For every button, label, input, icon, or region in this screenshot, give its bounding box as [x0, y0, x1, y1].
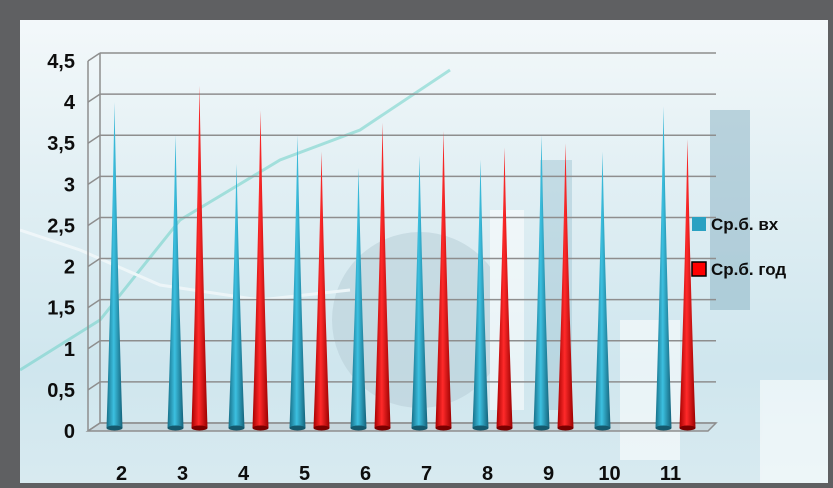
y-tick-label: 3,5 [47, 133, 75, 155]
cone-base [595, 426, 611, 431]
cone-bar-series1 [107, 102, 123, 428]
gridline-depth [88, 217, 100, 225]
x-tick-label: 11 [660, 463, 681, 483]
gridline-depth [88, 176, 100, 184]
cone-base [680, 426, 696, 431]
gridline-depth [88, 300, 100, 308]
cone-base [314, 426, 330, 431]
gridline-depth [88, 341, 100, 349]
cone-base [497, 426, 513, 431]
cone-base [558, 426, 574, 431]
x-tick-label: 4 [238, 463, 250, 483]
gridline-depth [88, 135, 100, 143]
x-tick-label: 5 [299, 463, 310, 483]
cone-bar-series2 [680, 139, 696, 428]
x-tick-label: 10 [598, 463, 620, 483]
cone-base [473, 426, 489, 431]
x-tick-label: 6 [360, 463, 371, 483]
gridline-depth [88, 382, 100, 390]
cone-base [290, 426, 306, 431]
cone-bar-series2 [192, 86, 208, 428]
cone-base [253, 426, 269, 431]
chart-panel: 0 0,5 1 1,5 2 2,5 3 3,5 4 4,5 2 3 4 5 6 7 8 9 10 11 Ср.б. вх… [20, 20, 828, 483]
cone-base [168, 426, 184, 431]
cone-base [351, 426, 367, 431]
y-tick-label: 1,5 [47, 298, 75, 320]
y-tick-label: 4 [64, 92, 76, 114]
cone-bar-series2 [253, 110, 269, 428]
legend-swatch [692, 262, 706, 276]
cone-base [656, 426, 672, 431]
cone-bar-chart: 0 0,5 1 1,5 2 2,5 3 3,5 4 4,5 2 3 4 5 6 7 8 9 10 11 Ср.б. вх… [20, 20, 828, 483]
y-tick-label: 4,5 [47, 51, 75, 73]
legend-label: Ср.б. год [711, 260, 786, 279]
cone-base [229, 426, 245, 431]
y-tick-label: 0,5 [47, 380, 75, 402]
cone-bar-series2 [314, 151, 330, 428]
y-tick-label: 2 [64, 257, 75, 279]
legend-swatch [692, 217, 706, 231]
bg-bar-shape [710, 110, 750, 310]
cone-bar-series1 [595, 151, 611, 428]
y-tick-label: 1 [64, 339, 75, 361]
x-tick-label: 8 [482, 463, 493, 483]
x-tick-label: 2 [116, 463, 127, 483]
cone-bar-series1 [168, 135, 184, 428]
gridline-depth [88, 53, 100, 61]
y-tick-label: 0 [64, 421, 75, 443]
cone-base [534, 426, 550, 431]
y-tick-label: 3 [64, 174, 75, 196]
y-tick-label: 2,5 [47, 215, 75, 237]
legend-label: Ср.б. вх [711, 215, 779, 234]
cone-base [375, 426, 391, 431]
cone-base [107, 426, 123, 431]
cone-base [192, 426, 208, 431]
x-tick-label: 3 [177, 463, 188, 483]
x-tick-label: 7 [421, 463, 432, 483]
cone-bar-series1 [656, 106, 672, 428]
cone-base [436, 426, 452, 431]
cone-bar-series1 [290, 135, 306, 428]
bg-bar-shape [760, 380, 828, 483]
x-tick-label: 9 [543, 463, 554, 483]
gridline-depth [88, 259, 100, 267]
gridline-depth [88, 94, 100, 102]
cone-base [412, 426, 428, 431]
